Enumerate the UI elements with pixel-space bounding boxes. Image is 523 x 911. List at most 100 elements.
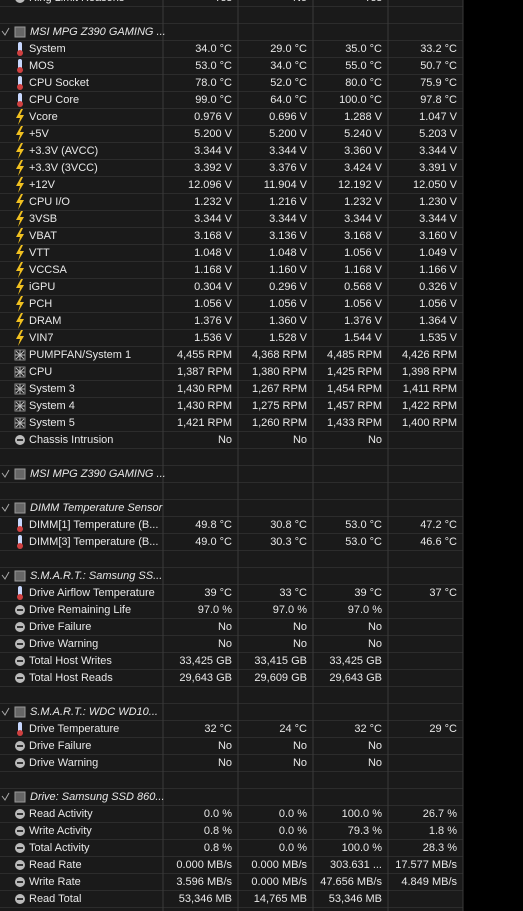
fan-blades	[15, 350, 25, 360]
sensor-value: Yes	[364, 0, 382, 4]
sensor-value: 79.3 %	[348, 825, 382, 837]
sensor-value: 1.160 V	[269, 264, 308, 276]
icon-temp	[17, 76, 23, 90]
sensor-value: 29,643 GB	[179, 672, 232, 684]
sensor-value: 1.056 V	[344, 247, 383, 259]
sensor-label: Drive Temperature	[29, 723, 119, 735]
sensor-value: 53.0 °C	[195, 60, 232, 72]
icon-other	[15, 860, 25, 870]
sensor-value: 55.0 °C	[345, 60, 382, 72]
sensor-value: 97.0 %	[348, 604, 382, 616]
icon-volt	[16, 245, 24, 261]
sensor-value: 0.000 MB/s	[176, 859, 232, 871]
collapse-arrow	[1, 27, 10, 36]
icon-fan	[14, 366, 26, 378]
sensor-value: 5.240 V	[344, 128, 383, 140]
bolt	[16, 194, 24, 210]
bolt	[16, 313, 24, 329]
sensor-label: +3.3V (3VCC)	[29, 162, 98, 174]
status-dot	[15, 0, 25, 3]
sensor-value: 1,267 RPM	[252, 383, 307, 395]
sensor-value: 1.232 V	[194, 196, 233, 208]
sensor-value: 3.344 V	[269, 145, 308, 157]
sensor-value: 29 °C	[429, 723, 457, 735]
sensor-value: 1.048 V	[194, 247, 233, 259]
sensor-value: 0.0 %	[279, 825, 307, 837]
sensor-value: 33,425 GB	[329, 655, 382, 667]
sensor-value: 1.376 V	[194, 315, 233, 327]
sensor-value: 1,430 RPM	[177, 400, 232, 412]
sensor-value: No	[218, 638, 232, 650]
sensor-value: 0.0 %	[204, 808, 232, 820]
sensor-value: 29,643 GB	[329, 672, 382, 684]
sensor-label: Drive Warning	[29, 757, 98, 769]
sensor-value: 1.536 V	[194, 332, 233, 344]
thermo-bulb	[17, 50, 23, 56]
sensor-value: 1,398 RPM	[402, 366, 457, 378]
sensor-value: No	[218, 621, 232, 633]
icon-other	[15, 605, 25, 615]
sensor-value: No	[218, 434, 232, 446]
icon-other	[15, 0, 25, 3]
collapse-arrow	[1, 792, 10, 801]
sensor-value: 1.056 V	[419, 298, 458, 310]
fan-blades	[15, 384, 25, 394]
sensor-label: DRAM	[29, 315, 61, 327]
bolt	[16, 177, 24, 193]
sensor-label: System 4	[29, 400, 75, 412]
thermo-bulb	[17, 543, 23, 549]
sensor-value: 29,609 GB	[254, 672, 307, 684]
sensor-value: 1,411 RPM	[403, 383, 457, 395]
sensor-value: 1,380 RPM	[252, 366, 307, 378]
sensor-value: No	[368, 434, 382, 446]
icon-other	[15, 894, 25, 904]
sensor-value: 33,415 GB	[254, 655, 307, 667]
sensor-label: PCH	[29, 298, 52, 310]
thermo-bulb	[17, 594, 23, 600]
sensor-label: Drive Remaining Life	[29, 604, 131, 616]
sensor-value: 0.696 V	[269, 111, 308, 123]
thermo-bulb	[17, 84, 23, 90]
sensor-value: 52.0 °C	[270, 77, 307, 89]
sensor-value: 0.000 MB/s	[251, 859, 307, 871]
sensor-value: No	[293, 434, 307, 446]
sensor-value: 24 °C	[279, 723, 307, 735]
bolt	[16, 109, 24, 125]
group-header: MSI MPG Z390 GAMING ...	[30, 468, 166, 480]
sensor-value: 29.0 °C	[270, 43, 307, 55]
icon-volt	[16, 177, 24, 193]
sensor-value: 17.577 MB/s	[395, 859, 457, 871]
sensor-label: Total Host Reads	[29, 672, 113, 684]
sensor-value: 3.168 V	[344, 230, 383, 242]
bolt	[16, 160, 24, 176]
sensor-label: Read Total	[29, 893, 81, 905]
icon-temp	[17, 722, 23, 736]
bolt	[16, 330, 24, 346]
icon-temp	[17, 93, 23, 107]
sensor-value: No	[368, 638, 382, 650]
sensor-label: Drive Failure	[29, 740, 91, 752]
sensor-value: 3.344 V	[194, 213, 233, 225]
sensor-label: CPU I/O	[29, 196, 70, 208]
sensor-value: 53.0 °C	[345, 519, 382, 531]
icon-volt	[16, 194, 24, 210]
sensor-value: 5.200 V	[269, 128, 308, 140]
sensor-value: 1.8 %	[429, 825, 457, 837]
sensor-value: 3.344 V	[269, 213, 308, 225]
icon-other	[15, 435, 25, 445]
sensor-value: No	[293, 0, 307, 4]
sensor-label: Write Activity	[29, 825, 92, 837]
collapse-arrow	[1, 503, 10, 512]
sensor-value: 12.096 V	[188, 179, 233, 191]
sensor-value: 97.8 °C	[420, 94, 457, 106]
sensor-value: 1.230 V	[419, 196, 458, 208]
sensor-value: 1.049 V	[419, 247, 458, 259]
thermo-bulb	[17, 101, 23, 107]
sensor-value: 3.160 V	[419, 230, 458, 242]
sensor-value: 3.344 V	[419, 145, 458, 157]
sensor-value: 1,433 RPM	[327, 417, 382, 429]
sensor-label: Total Host Writes	[29, 655, 112, 667]
sensor-value: 3.136 V	[269, 230, 308, 242]
group-header: S.M.A.R.T.: WDC WD10...	[30, 706, 158, 718]
sensor-value: 53,346 MB	[179, 893, 232, 905]
